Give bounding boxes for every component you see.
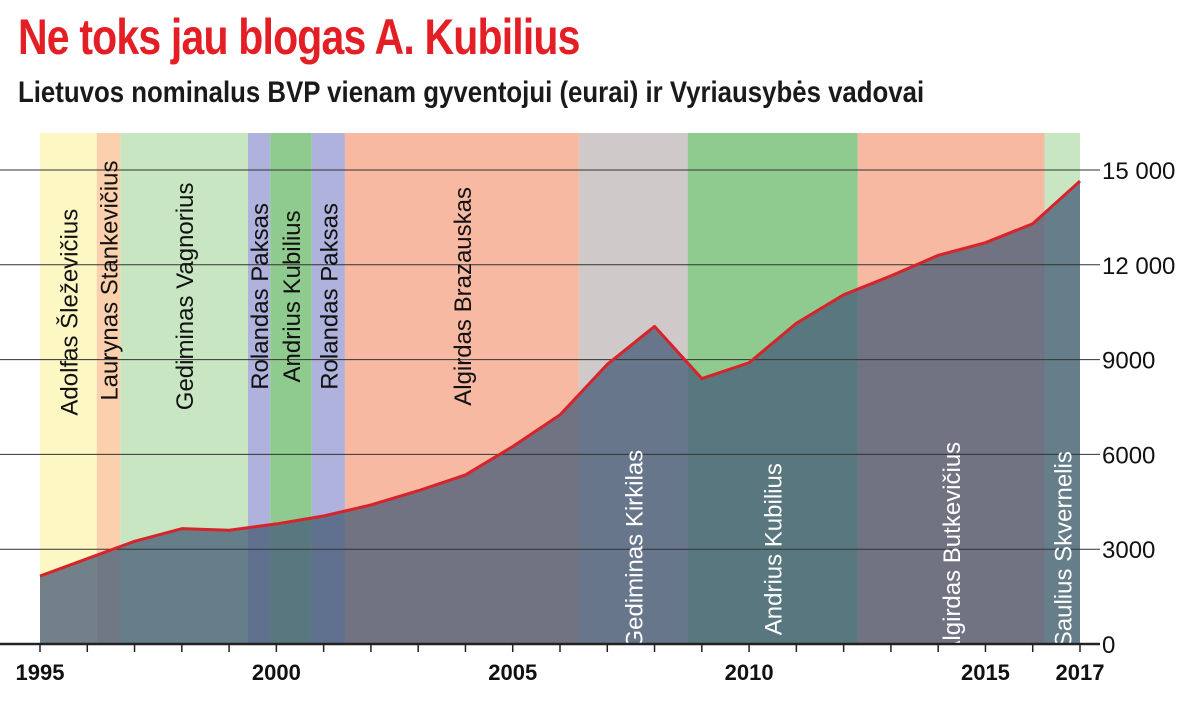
period-label: Adolfas Šleževičius bbox=[55, 209, 83, 416]
period-labels: Adolfas Šleževičius Laurynas Stankevičius… bbox=[55, 161, 1077, 657]
period-label: Gediminas Vagnorius bbox=[172, 183, 199, 411]
x-tick-label: 2010 bbox=[725, 660, 774, 685]
y-tick-label: 9000 bbox=[1102, 348, 1155, 375]
area-layer bbox=[40, 181, 1080, 644]
period-band bbox=[248, 133, 271, 644]
gdp-area bbox=[40, 181, 1080, 644]
period-label: Algirdas Brazauskas bbox=[450, 187, 477, 406]
period-label: Andrius Kubilius bbox=[761, 463, 788, 635]
y-tick-label: 0 bbox=[1102, 632, 1115, 659]
period-label: Rolandas Paksas bbox=[316, 203, 343, 390]
y-tick-label: 12 000 bbox=[1102, 253, 1175, 280]
x-tick-label: 2015 bbox=[961, 660, 1010, 685]
chart-title: Ne toks jau blogas A. Kubilius bbox=[18, 9, 580, 65]
period-label: Algirdas Butkevičius bbox=[939, 442, 966, 657]
period-label: Rolandas Paksas bbox=[247, 203, 274, 390]
period-label: Gediminas Kirkilas bbox=[621, 450, 648, 649]
period-band bbox=[96, 133, 121, 644]
y-tick-label: 3000 bbox=[1102, 537, 1155, 564]
period-label: Laurynas Stankevičius bbox=[97, 161, 124, 401]
period-label: Saulius Skvernelis bbox=[1050, 451, 1077, 647]
line-layer bbox=[39, 179, 1082, 578]
period-label: Andrius Kubilius bbox=[279, 210, 306, 382]
x-tick-label: 1995 bbox=[16, 660, 65, 685]
x-tick-label: 2005 bbox=[488, 660, 537, 685]
x-tick-label: 2017 bbox=[1056, 660, 1105, 685]
chart-subtitle: Lietuvos nominalus BVP vienam gyventojui… bbox=[18, 76, 925, 109]
x-tick-label: 2000 bbox=[252, 660, 301, 685]
y-tick-label: 6000 bbox=[1102, 442, 1155, 469]
y-tick-label: 15 000 bbox=[1102, 158, 1175, 185]
